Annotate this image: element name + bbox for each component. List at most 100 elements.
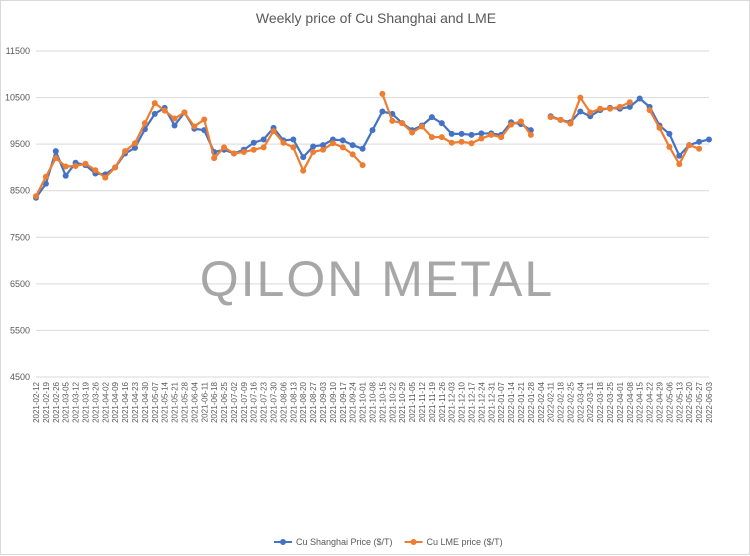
x-tick-label: 2021-06-25 xyxy=(220,381,229,422)
data-point xyxy=(171,122,178,129)
data-point xyxy=(686,142,693,149)
data-point xyxy=(141,120,148,127)
x-tick-label: 2021-05-21 xyxy=(171,381,180,422)
data-point xyxy=(151,110,158,117)
data-point xyxy=(696,138,703,145)
x-tick-label: 2022-05-20 xyxy=(685,381,694,422)
y-tick-label: 10500 xyxy=(5,93,30,103)
data-point xyxy=(310,149,317,156)
x-tick-label: 2021-12-24 xyxy=(477,381,486,422)
x-tick-label: 2022-01-07 xyxy=(497,381,506,422)
x-tick-label: 2021-04-09 xyxy=(111,381,120,422)
data-point xyxy=(250,146,257,153)
x-tick-label: 2021-10-01 xyxy=(359,381,368,422)
data-point xyxy=(290,144,297,151)
data-point xyxy=(290,136,297,143)
x-tick-label: 2021-06-04 xyxy=(190,381,199,422)
x-tick-label: 2021-09-24 xyxy=(349,381,358,422)
x-tick-label: 2022-06-03 xyxy=(705,381,714,422)
data-point xyxy=(438,134,445,141)
data-point xyxy=(221,144,228,151)
data-point xyxy=(676,152,683,159)
x-tick-label: 2021-08-27 xyxy=(309,381,318,422)
x-tick-label: 2021-02-12 xyxy=(32,381,41,422)
data-point xyxy=(577,108,584,115)
legend-label: Cu LME price ($/T) xyxy=(427,537,503,547)
x-tick-label: 2022-04-29 xyxy=(656,381,665,422)
data-point xyxy=(112,164,119,171)
data-point xyxy=(706,136,712,143)
x-tick-label: 2021-07-09 xyxy=(240,381,249,422)
data-point xyxy=(517,118,524,125)
x-axis-ticks: 2021-02-12 2021-02-19 2021-02-26 2021-03-05… xyxy=(32,381,714,422)
data-point xyxy=(399,120,406,127)
x-tick-label: 2021-10-08 xyxy=(369,381,378,422)
x-tick-label: 2021-12-31 xyxy=(487,381,496,422)
data-point xyxy=(42,180,49,187)
data-point xyxy=(428,134,435,141)
x-tick-label: 2021-05-07 xyxy=(151,381,160,422)
x-tick-label: 2021-12-17 xyxy=(467,381,476,422)
data-point xyxy=(577,94,584,101)
data-point xyxy=(676,161,683,168)
data-point xyxy=(171,115,178,122)
legend-item: Cu LME price ($/T) xyxy=(404,537,503,547)
x-tick-label: 2021-06-11 xyxy=(200,381,209,422)
data-point xyxy=(300,167,307,174)
x-tick-label: 2021-11-12 xyxy=(418,381,427,422)
data-point xyxy=(468,131,475,138)
data-point xyxy=(349,142,356,149)
data-point xyxy=(666,130,673,137)
data-point xyxy=(359,145,366,152)
y-tick-label: 4500 xyxy=(10,372,30,382)
x-tick-label: 2021-12-10 xyxy=(458,381,467,422)
x-tick-label: 2021-09-03 xyxy=(319,381,328,422)
data-point xyxy=(131,140,138,147)
x-tick-label: 2021-02-19 xyxy=(42,381,51,422)
data-point xyxy=(62,172,69,179)
y-tick-label: 11500 xyxy=(6,46,30,56)
watermark-text: QILON METAL xyxy=(200,251,554,307)
x-tick-label: 2022-02-04 xyxy=(537,381,546,422)
data-point xyxy=(597,105,604,112)
data-point xyxy=(508,121,515,128)
x-tick-label: 2021-10-29 xyxy=(398,381,407,422)
x-tick-label: 2021-03-12 xyxy=(72,381,81,422)
data-point xyxy=(527,131,534,138)
x-tick-label: 2021-07-23 xyxy=(260,381,269,422)
x-tick-label: 2022-04-15 xyxy=(636,381,645,422)
data-point xyxy=(72,163,79,170)
data-point xyxy=(468,140,475,147)
legend-marker xyxy=(280,539,286,545)
data-point xyxy=(339,144,346,151)
data-point xyxy=(428,114,435,121)
x-tick-label: 2021-12-03 xyxy=(448,381,457,422)
x-tick-label: 2022-02-18 xyxy=(557,381,566,422)
data-point xyxy=(191,123,198,130)
x-tick-label: 2021-11-19 xyxy=(428,381,437,422)
x-tick-label: 2022-02-25 xyxy=(566,381,575,422)
x-tick-label: 2021-02-26 xyxy=(52,381,61,422)
data-point xyxy=(626,103,633,110)
legend: Cu Shanghai Price ($/T) Cu LME price ($/T… xyxy=(274,537,503,547)
data-point xyxy=(458,138,465,145)
y-tick-label: 8500 xyxy=(10,186,30,196)
data-point xyxy=(379,90,386,97)
x-tick-label: 2022-03-25 xyxy=(606,381,615,422)
data-point xyxy=(656,124,663,131)
data-point xyxy=(339,137,346,144)
y-axis-ticks: 4500 5500 6500 7500 8500 9500 10500 11500 xyxy=(5,46,30,382)
data-point xyxy=(448,139,455,146)
y-tick-label: 7500 xyxy=(10,232,30,242)
data-point xyxy=(320,146,327,153)
data-point xyxy=(448,130,455,137)
data-point xyxy=(62,163,69,170)
x-tick-label: 2021-11-05 xyxy=(408,381,417,422)
data-point xyxy=(379,108,386,115)
data-point xyxy=(151,100,158,107)
x-tick-label: 2022-05-06 xyxy=(665,381,674,422)
x-tick-label: 2021-04-02 xyxy=(101,381,110,422)
data-point xyxy=(498,134,505,141)
